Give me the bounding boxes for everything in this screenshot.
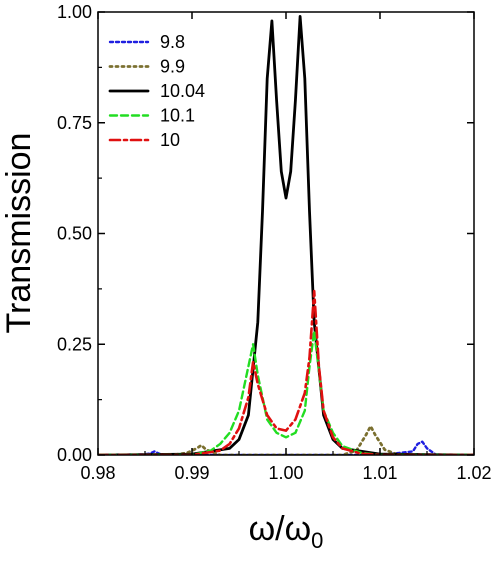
y-tick-label: 0.00 xyxy=(57,445,92,465)
x-tick-label: 1.00 xyxy=(268,463,303,483)
series-line-10 xyxy=(98,289,474,455)
legend: 9.8 9.9 10.04 10.1 10 xyxy=(108,32,205,150)
y-tick-label: 0.75 xyxy=(57,113,92,133)
x-axis-title-main: ω/ω xyxy=(249,510,312,548)
x-tick-label: 1.02 xyxy=(456,463,491,483)
series-layer xyxy=(98,15,474,455)
x-tick-label: 1.01 xyxy=(362,463,397,483)
series-line-10.1 xyxy=(98,329,474,455)
y-tick-label: 1.00 xyxy=(57,2,92,22)
legend-label-10: 10 xyxy=(160,130,180,150)
y-tick-label: 0.25 xyxy=(57,334,92,354)
legend-label-10.04: 10.04 xyxy=(160,81,205,101)
y-tick-label: 0.50 xyxy=(57,224,92,244)
y-axis-title: Transmission xyxy=(0,133,38,334)
legend-label-9.8: 9.8 xyxy=(160,32,185,52)
legend-label-9.9: 9.9 xyxy=(160,57,185,77)
legend-label-10.1: 10.1 xyxy=(160,106,195,126)
x-tick-label: 0.99 xyxy=(174,463,209,483)
y-axis: 0.00 0.25 0.50 0.75 1.00 xyxy=(57,2,474,465)
series-line-10.04 xyxy=(98,15,474,455)
x-axis-title-subscript: 0 xyxy=(311,528,323,553)
x-tick-label: 0.98 xyxy=(80,463,115,483)
x-axis-title: ω/ω0 xyxy=(249,510,324,553)
series-line-9.8 xyxy=(98,440,474,455)
x-axis: 0.98 0.99 1.00 1.01 1.02 xyxy=(80,12,492,483)
plot-frame xyxy=(97,11,475,456)
